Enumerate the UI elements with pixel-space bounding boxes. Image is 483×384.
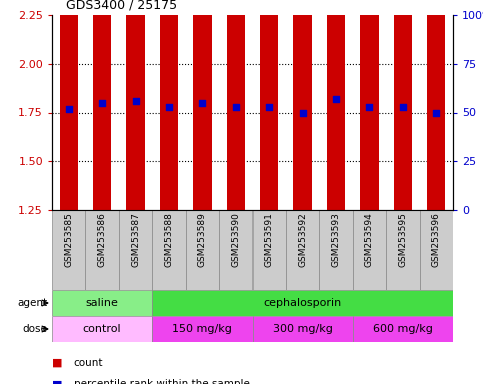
Text: saline: saline — [85, 298, 118, 308]
Text: 150 mg/kg: 150 mg/kg — [172, 324, 232, 334]
Bar — [152, 210, 185, 290]
Text: 600 mg/kg: 600 mg/kg — [373, 324, 433, 334]
Text: count: count — [74, 358, 103, 368]
Bar — [152, 316, 253, 342]
Point — [65, 106, 72, 112]
Bar — [353, 316, 453, 342]
Point — [399, 104, 407, 110]
Text: 300 mg/kg: 300 mg/kg — [273, 324, 333, 334]
Text: GSM253590: GSM253590 — [231, 212, 240, 267]
Text: GSM253585: GSM253585 — [64, 212, 73, 267]
Bar — [127, 0, 145, 210]
Text: GSM253594: GSM253594 — [365, 212, 374, 267]
Text: cephalosporin: cephalosporin — [264, 298, 342, 308]
Text: ■: ■ — [52, 379, 62, 384]
Text: GDS3400 / 25175: GDS3400 / 25175 — [67, 0, 178, 11]
Bar — [93, 0, 111, 210]
Bar — [360, 0, 379, 210]
Point — [265, 104, 273, 110]
Text: control: control — [83, 324, 121, 334]
Text: GSM253586: GSM253586 — [98, 212, 107, 267]
Point — [132, 98, 140, 104]
Bar — [294, 0, 312, 210]
Point — [98, 100, 106, 106]
Bar — [253, 210, 286, 290]
Text: GSM253588: GSM253588 — [164, 212, 173, 267]
Bar — [227, 0, 245, 210]
Bar — [85, 210, 119, 290]
Text: dose: dose — [22, 324, 47, 334]
Bar — [394, 0, 412, 210]
Bar — [260, 0, 278, 210]
Bar — [160, 0, 178, 210]
Bar — [286, 210, 319, 290]
Text: GSM253593: GSM253593 — [331, 212, 341, 267]
Bar — [193, 0, 212, 210]
Bar — [253, 316, 353, 342]
Bar — [353, 210, 386, 290]
Text: GSM253592: GSM253592 — [298, 212, 307, 267]
Point — [232, 104, 240, 110]
Bar — [52, 210, 85, 290]
Bar — [52, 316, 152, 342]
Bar — [52, 290, 152, 316]
Text: ■: ■ — [52, 358, 62, 368]
Bar — [219, 210, 253, 290]
Point — [299, 109, 307, 116]
Text: GSM253595: GSM253595 — [398, 212, 407, 267]
Point — [432, 109, 440, 116]
Text: GSM253587: GSM253587 — [131, 212, 140, 267]
Bar — [386, 210, 420, 290]
Bar — [427, 0, 445, 210]
Point — [332, 96, 340, 102]
Text: GSM253596: GSM253596 — [432, 212, 441, 267]
Text: agent: agent — [17, 298, 47, 308]
Bar — [327, 0, 345, 210]
Text: percentile rank within the sample: percentile rank within the sample — [74, 379, 250, 384]
Point — [165, 104, 173, 110]
Bar — [420, 210, 453, 290]
Bar — [119, 210, 152, 290]
Text: GSM253589: GSM253589 — [198, 212, 207, 267]
Bar — [152, 290, 453, 316]
Point — [366, 104, 373, 110]
Bar — [59, 0, 78, 210]
Bar — [185, 210, 219, 290]
Text: GSM253591: GSM253591 — [265, 212, 274, 267]
Point — [199, 100, 206, 106]
Bar — [319, 210, 353, 290]
